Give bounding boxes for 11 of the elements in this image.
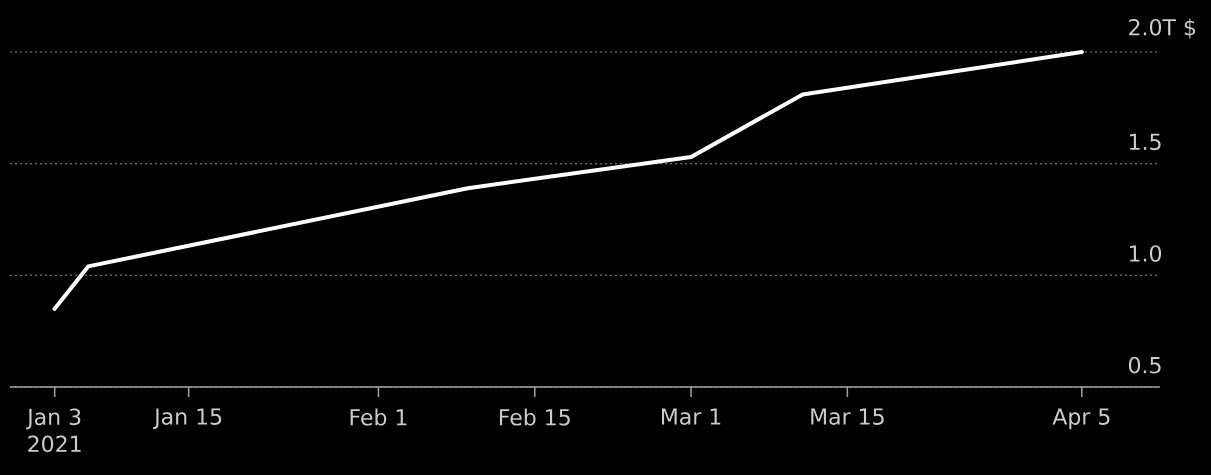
x-tick-label: Mar 1 — [661, 408, 721, 425]
y-tick-label: 2.0T $ — [1129, 18, 1196, 39]
y-tick-label: 1.0 — [1129, 245, 1162, 262]
y-tick-label: 0.5 — [1128, 356, 1161, 374]
x-tick-label: Mar 15 — [811, 408, 884, 425]
x-tick-label: Jan 15 — [153, 408, 222, 429]
x-tick-label: Apr 5 — [1052, 408, 1110, 430]
x-tick-label: Jan 3 2021 — [26, 408, 81, 453]
y-tick-label: 1.5 — [1129, 133, 1161, 151]
x-tick-label: Feb 1 — [350, 408, 407, 426]
x-tick-label: Feb 15 — [499, 408, 570, 426]
